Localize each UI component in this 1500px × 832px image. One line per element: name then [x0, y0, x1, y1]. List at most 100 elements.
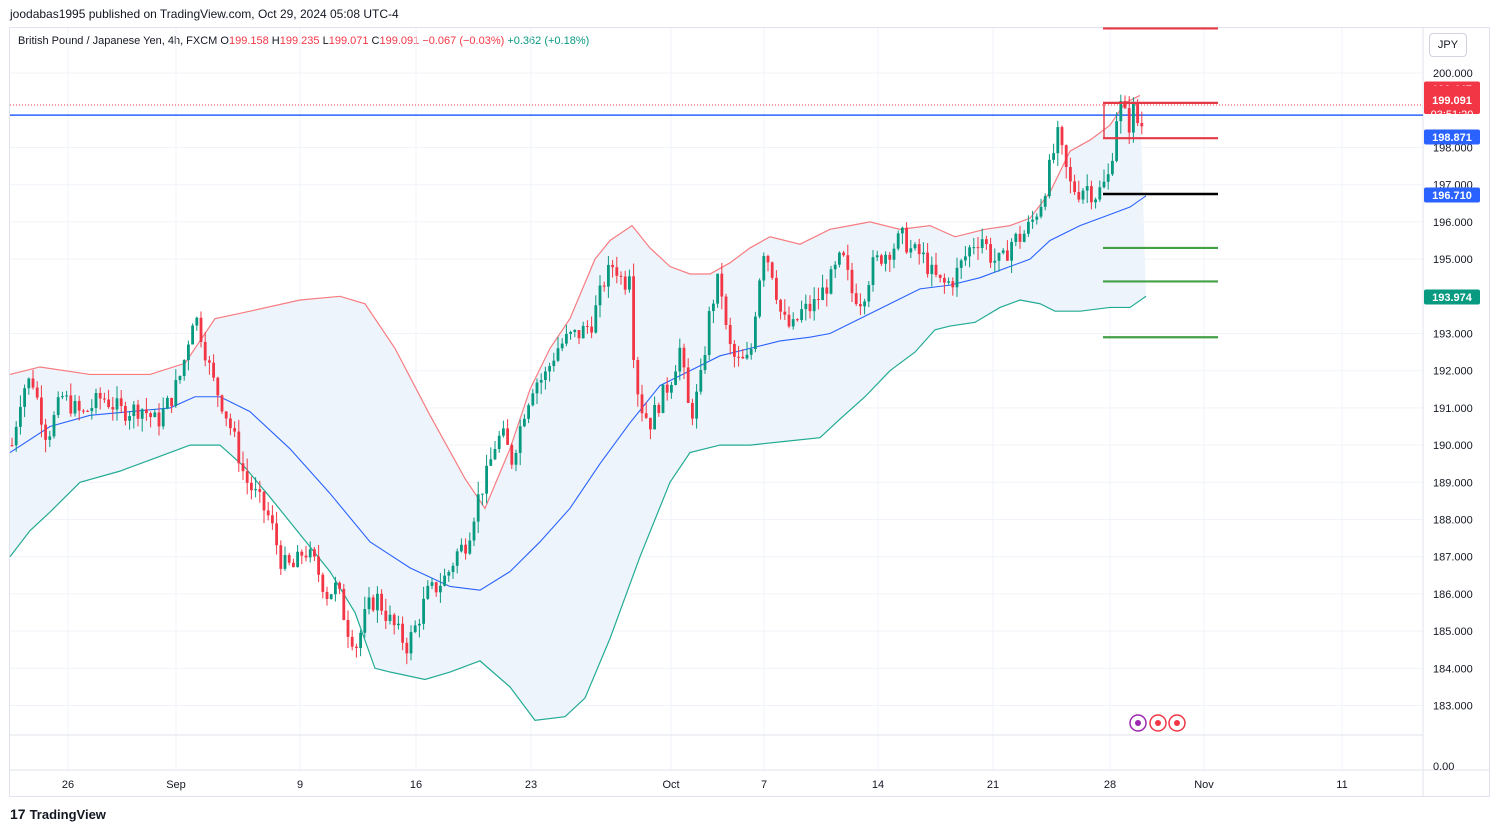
candle-body — [1031, 219, 1034, 222]
candle-body — [208, 360, 211, 363]
candle-body — [73, 400, 77, 414]
candle-body — [94, 393, 98, 409]
candle-body — [594, 305, 598, 333]
candle-body — [23, 388, 26, 407]
time-axis-label: 21 — [987, 779, 999, 791]
candle-body — [1014, 233, 1018, 243]
candle-body — [535, 382, 539, 394]
candle-body — [1064, 145, 1068, 168]
candle-body — [930, 264, 934, 275]
candle-body — [670, 384, 673, 393]
candle-body — [901, 227, 904, 234]
candle-body — [287, 555, 291, 563]
candle-body — [556, 348, 560, 361]
price-tag-basis: 196.710 — [1424, 187, 1480, 203]
candle-body — [405, 642, 409, 654]
candle-body — [909, 248, 913, 253]
event-marker-dot — [1174, 720, 1180, 726]
candle-body — [317, 556, 320, 575]
candle-body — [854, 293, 858, 304]
candle-body — [749, 349, 753, 355]
candle-body — [384, 610, 388, 621]
candle-body — [1085, 186, 1089, 191]
candle-body — [468, 540, 472, 554]
candle-body — [321, 574, 325, 592]
candle-body — [506, 428, 509, 445]
candle-body — [737, 356, 740, 358]
low-label: L — [322, 35, 329, 47]
candle-body — [31, 378, 35, 388]
time-axis-label: 26 — [62, 779, 74, 791]
candle-body — [1123, 100, 1127, 109]
chart-frame — [9, 27, 1490, 797]
candle-body — [1027, 221, 1030, 234]
time-axis-label: 11 — [1336, 779, 1347, 791]
candle-body — [926, 252, 929, 275]
candle-body — [892, 248, 896, 260]
candle-body — [1081, 190, 1085, 200]
bollinger-upper-line — [9, 94, 1141, 510]
candle-body — [796, 319, 799, 321]
candle-body — [531, 393, 535, 406]
candle-body — [674, 371, 677, 385]
candle-body — [703, 355, 707, 371]
candle-body — [460, 544, 463, 552]
candle-body — [271, 515, 274, 524]
candle-body — [951, 281, 955, 288]
candle-body — [1018, 233, 1022, 242]
candle-body — [573, 329, 577, 333]
candle-body — [1098, 187, 1102, 200]
candle-body — [262, 491, 266, 511]
candle-body — [615, 267, 619, 276]
candle-body — [552, 360, 556, 367]
price-tag-value: 198.871 — [1432, 132, 1472, 144]
price-tag-background — [1424, 86, 1480, 114]
candle-body — [61, 396, 64, 398]
tradingview-logo[interactable]: 17 TradingView — [10, 806, 106, 822]
price-axis-label: 188.000 — [1433, 515, 1473, 527]
candle-body — [804, 303, 808, 310]
candle-body — [758, 280, 761, 317]
close-value: 199.091 — [379, 35, 420, 47]
candle-body — [1132, 102, 1135, 133]
candle-body — [149, 413, 152, 418]
candle-body — [905, 227, 908, 253]
candle-body — [203, 341, 207, 361]
time-axis-label: 14 — [872, 779, 884, 791]
candle-body — [586, 325, 589, 327]
price-axis-label: 185.000 — [1433, 626, 1473, 638]
candle-body — [308, 549, 312, 558]
candle-body — [1060, 127, 1064, 146]
candle-body — [472, 521, 476, 541]
price-axis-label: 187.000 — [1433, 552, 1473, 564]
low-value: 199.071 — [328, 35, 369, 47]
candle-body — [762, 255, 766, 281]
candle-body — [166, 397, 169, 409]
candle-body — [972, 247, 976, 249]
candle-body — [346, 619, 350, 637]
bar-countdown: 03:51:20 — [1431, 109, 1474, 121]
currency-button[interactable]: JPY — [1429, 33, 1467, 57]
candle-body — [917, 244, 921, 255]
candle-body — [838, 252, 841, 265]
candle-body — [1010, 242, 1013, 261]
candle-body — [464, 544, 467, 554]
candle-body — [720, 273, 724, 297]
price-axis-label: 198.000 — [1433, 143, 1473, 155]
candle-body — [985, 239, 988, 245]
candle-body — [422, 598, 425, 624]
change-value: −0.067 (−0.03%) — [422, 35, 505, 47]
candle-body — [1052, 153, 1055, 160]
candle-body — [1073, 181, 1076, 193]
candle-body — [997, 252, 1001, 261]
candle-body — [212, 362, 215, 378]
candle-body — [880, 255, 883, 264]
candle-body — [199, 317, 203, 342]
candle-body — [170, 397, 173, 406]
candle-body — [1077, 192, 1081, 200]
candle-body — [1127, 108, 1131, 133]
price-tag-lower: 193.974 — [1424, 289, 1480, 305]
candle-body — [275, 523, 278, 546]
candle-body — [623, 276, 627, 290]
